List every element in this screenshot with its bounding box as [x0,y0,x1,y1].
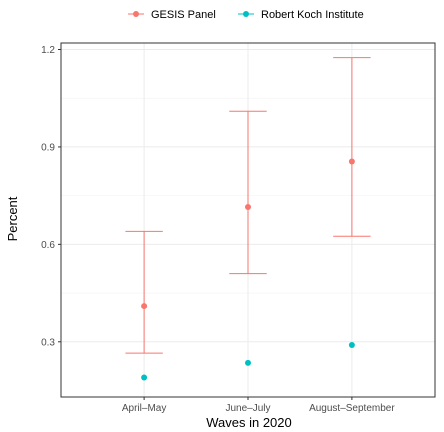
data-point [348,342,355,349]
y-tick-label: 0.6 [41,240,55,251]
y-tick-label: 0.9 [41,142,55,153]
data-point [141,374,148,381]
x-tick-label: April–May [122,403,166,414]
x-axis: April–May June–July August–September [122,397,395,414]
x-axis-title: Waves in 2020 [206,415,292,430]
x-tick-label: August–September [309,403,395,414]
error-bar [333,57,371,237]
data-marks [125,57,371,381]
x-tick-label: June–July [225,403,270,414]
legend-label-rki: Robert Koch Institute [261,9,364,21]
y-tick-label: 1.2 [41,45,55,56]
data-point [141,303,148,310]
legend: GESIS Panel Robert Koch Institute [128,9,364,21]
legend-label-gesis: GESIS Panel [151,9,216,21]
y-tick-label: 0.3 [41,337,55,348]
data-point [245,204,251,211]
error-bar [125,230,163,354]
y-axis: 0.3 0.6 0.9 1.2 [41,45,61,348]
data-point [245,359,251,366]
legend-key-dot-gesis [133,11,139,17]
legend-key-dot-rki [243,11,249,17]
error-bar [229,110,267,275]
y-axis-title: Percent [5,196,20,241]
data-point [348,158,355,165]
